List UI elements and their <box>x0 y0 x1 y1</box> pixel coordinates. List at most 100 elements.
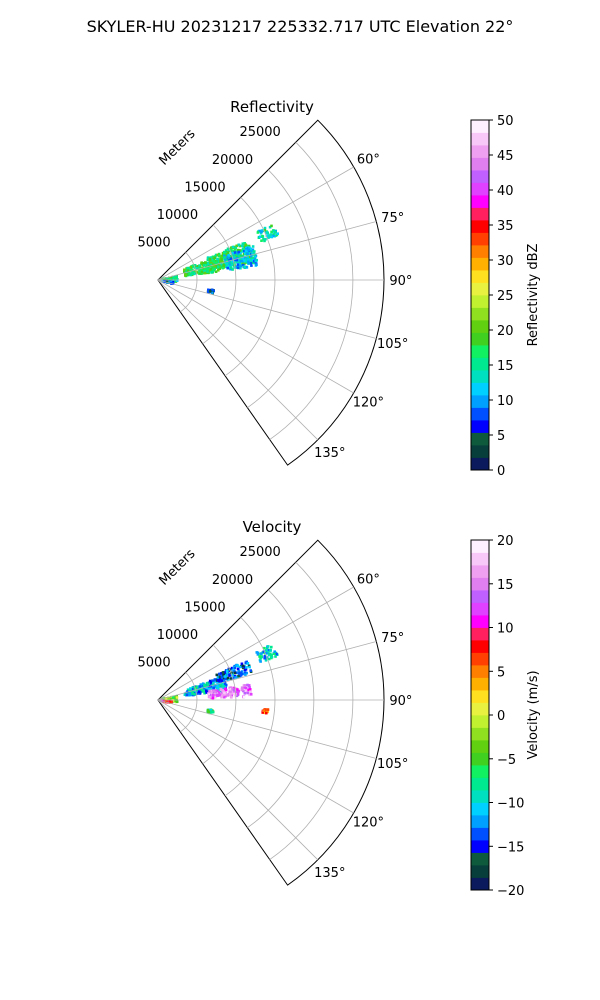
echo-gate <box>259 660 262 663</box>
echo-gate <box>197 692 200 695</box>
echo-gate <box>218 265 222 269</box>
azimuth-spoke <box>157 279 377 339</box>
echo-gate <box>195 265 199 268</box>
radial-tick-label: 15000 <box>184 180 225 195</box>
echo-gate <box>226 694 230 697</box>
colorbar-segment <box>471 590 489 603</box>
echo-gate <box>264 708 267 711</box>
echo-gate <box>217 269 220 272</box>
echo-gate <box>234 693 237 697</box>
echo-gate <box>219 678 222 681</box>
echo-gate <box>261 234 264 238</box>
echo-gate <box>235 244 238 248</box>
echo-gate <box>274 230 277 234</box>
radial-tick-label: 10000 <box>157 628 198 643</box>
echo-gate <box>226 255 230 259</box>
colorbar-tick-label: 35 <box>497 219 514 234</box>
echo-gate <box>174 276 177 280</box>
echo-gate <box>213 685 216 688</box>
echo-gate <box>206 270 209 273</box>
echo-gate <box>247 684 251 687</box>
echo-gate <box>222 264 225 267</box>
colorbar-segment <box>471 615 489 628</box>
echo-gate <box>206 708 210 712</box>
echo-gate <box>270 645 273 649</box>
echo-gate <box>250 264 253 267</box>
colorbar-tick-label: 50 <box>497 114 514 129</box>
echo-gate <box>186 269 190 272</box>
echo-gate <box>267 653 271 657</box>
echo-gate <box>205 263 209 266</box>
echo-gate <box>233 249 236 252</box>
echo-gate <box>232 688 236 692</box>
azimuth-spoke <box>157 699 319 861</box>
echo-gate <box>247 251 251 255</box>
echo-gate <box>236 664 240 668</box>
echo-gate <box>205 689 208 693</box>
echo-gate <box>216 681 219 685</box>
echo-gate <box>233 671 237 675</box>
colorbar-segment <box>471 652 489 666</box>
colorbar-tick-label: 25 <box>497 289 514 304</box>
colorbar-segment <box>471 765 489 778</box>
colorbar-segment <box>471 790 489 803</box>
echo-gate <box>246 254 249 257</box>
colorbar-segment <box>471 295 489 308</box>
colorbar-segment <box>471 565 489 578</box>
echo-gate <box>249 255 253 258</box>
echo-gate <box>237 669 241 673</box>
echo-gate <box>191 692 194 695</box>
echo-gate <box>259 231 263 235</box>
echo-gate <box>194 686 197 689</box>
echo-gate <box>225 263 229 266</box>
echo-gate <box>220 258 224 261</box>
colorbar-segment <box>471 120 489 133</box>
echo-gate <box>164 697 168 700</box>
echo-gate <box>169 280 173 284</box>
echo-gate <box>228 690 231 693</box>
echo-gate <box>212 261 216 264</box>
echo-gate <box>227 254 231 257</box>
echo-gate <box>219 693 222 697</box>
echo-gate <box>257 236 261 239</box>
panel-title: Velocity <box>243 518 302 536</box>
velocity-panel: Velocity 5000 10000 15000 20000 25000 60° 75° 9… <box>138 518 412 886</box>
echo-gate <box>217 691 221 694</box>
echo-gate <box>230 696 233 699</box>
echo-gate <box>211 268 215 271</box>
echo-gate <box>223 695 226 699</box>
echo-gate <box>226 669 229 673</box>
colorbar-tick-label: 10 <box>497 394 514 409</box>
echo-gate <box>186 688 190 691</box>
echo-gate <box>231 687 234 691</box>
echo-gate <box>231 253 234 257</box>
echo-gate <box>264 237 267 241</box>
echo-gate <box>236 263 240 266</box>
echo-gate <box>212 263 215 266</box>
echo-region <box>207 683 253 700</box>
echo-gate <box>228 256 231 260</box>
colorbar-segment <box>471 207 489 221</box>
echo-gate <box>259 235 262 238</box>
colorbar-tick-label: 0 <box>497 709 505 724</box>
echo-gate <box>218 675 222 679</box>
echo-gate <box>207 256 210 259</box>
echo-gate <box>210 271 213 274</box>
echo-gate <box>196 267 200 270</box>
echo-gate <box>229 687 232 691</box>
echo-gate <box>241 250 244 253</box>
azimuth-tick-label: 135° <box>314 866 345 881</box>
echo-gate <box>275 652 278 656</box>
echo-gate <box>239 260 243 263</box>
echo-gate <box>249 259 252 262</box>
echo-gate <box>228 674 231 677</box>
echo-gate <box>200 268 203 272</box>
echo-gate <box>184 274 187 277</box>
echo-gate <box>216 689 219 693</box>
azimuth-tick-label: 60° <box>357 153 380 168</box>
echo-gate <box>224 677 227 681</box>
echo-gate <box>219 259 222 263</box>
echo-gate <box>272 229 275 232</box>
echo-gate <box>260 230 263 234</box>
range-ring <box>180 252 198 313</box>
